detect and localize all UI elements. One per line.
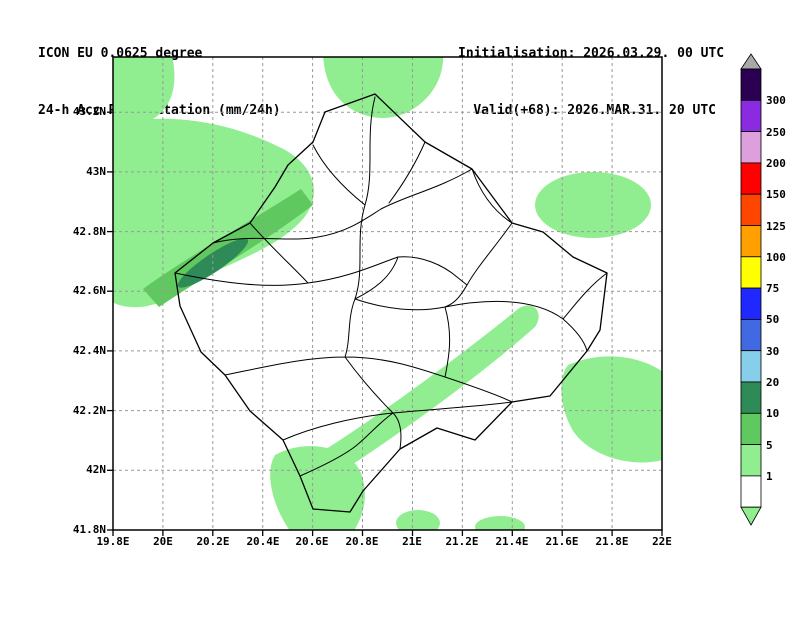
district-borders-layer	[174, 93, 608, 513]
x-tick-label: 20E	[153, 535, 173, 548]
colorbar-seg-250-300	[740, 99, 762, 132]
colorbar-label: 30	[766, 345, 780, 358]
precip-area-east	[561, 356, 662, 463]
colorbar-label: 1	[766, 470, 773, 483]
y-tick-label: 43.2N	[72, 105, 106, 118]
colorbar-label: 10	[766, 407, 780, 420]
colorbar-seg-30-50	[740, 318, 762, 352]
colorbar-seg-5-10	[740, 412, 762, 445]
colorbar-seg-200-250	[740, 131, 762, 164]
y-tick-label: 42.2N	[72, 404, 106, 417]
precip-area-south-small-1	[396, 510, 440, 530]
colorbar-seg-100-125	[740, 225, 762, 258]
colorbar-label: 75	[766, 282, 780, 295]
colorbar-seg-150-200	[740, 162, 762, 195]
x-tick-label: 20.8E	[345, 535, 379, 548]
colorbar-seg-50-75	[740, 287, 762, 320]
municipality-borders	[174, 96, 608, 477]
x-tick-label: 20.6E	[295, 535, 329, 548]
colorbar-seg-gt300	[740, 68, 762, 101]
map-canvas	[107, 56, 663, 536]
y-tick-label: 42.4N	[72, 344, 106, 357]
y-tick-label: 42.6N	[72, 284, 106, 297]
y-tick-label: 42N	[86, 463, 106, 476]
colorbar-label: 5	[766, 439, 773, 452]
colorbar-seg-lt1	[740, 475, 762, 508]
x-tick-label: 20.2E	[196, 535, 230, 548]
colorbar-seg-20-30	[740, 350, 762, 383]
colorbar	[740, 53, 762, 526]
x-tick-label: 22E	[652, 535, 672, 548]
colorbar-label: 50	[766, 313, 780, 326]
precip-area-south-small-2	[475, 516, 525, 530]
x-tick-label: 19.8E	[96, 535, 130, 548]
x-tick-label: 21.8E	[595, 535, 629, 548]
colorbar-seg-125-150	[740, 193, 762, 226]
y-tick-label: 43N	[86, 165, 106, 178]
colorbar-seg-1-5	[740, 444, 762, 477]
colorbar-label: 150	[766, 188, 786, 201]
precip-area-northeast	[535, 172, 651, 238]
colorbar-seg-10-20	[740, 381, 762, 414]
x-tick-label: 21.4E	[495, 535, 529, 548]
x-tick-label: 20.4E	[246, 535, 280, 548]
y-tick-label: 42.8N	[72, 225, 106, 238]
colorbar-label: 125	[766, 220, 786, 233]
x-tick-label: 21.2E	[445, 535, 479, 548]
colorbar-seg-75-100	[740, 256, 762, 289]
axis-ticks	[107, 111, 663, 536]
x-tick-label: 21E	[402, 535, 422, 548]
colorbar-under-arrow	[740, 506, 762, 526]
colorbar-label: 200	[766, 157, 786, 170]
y-tick-label: 41.8N	[72, 523, 106, 536]
graticule	[113, 57, 662, 530]
valid-time-label: Valid(+68): 2026.MAR.31. 20 UTC	[473, 103, 716, 118]
precip-area-south	[270, 446, 365, 530]
colorbar-label: 250	[766, 126, 786, 139]
colorbar-over-arrow	[740, 53, 762, 70]
plot-frame	[112, 56, 663, 531]
precip-area-north	[323, 57, 444, 118]
colorbar-label: 100	[766, 251, 786, 264]
precip-area-southeast-band	[310, 305, 539, 480]
colorbar-label: 20	[766, 376, 780, 389]
x-tick-label: 21.6E	[545, 535, 579, 548]
colorbar-label: 300	[766, 94, 786, 107]
